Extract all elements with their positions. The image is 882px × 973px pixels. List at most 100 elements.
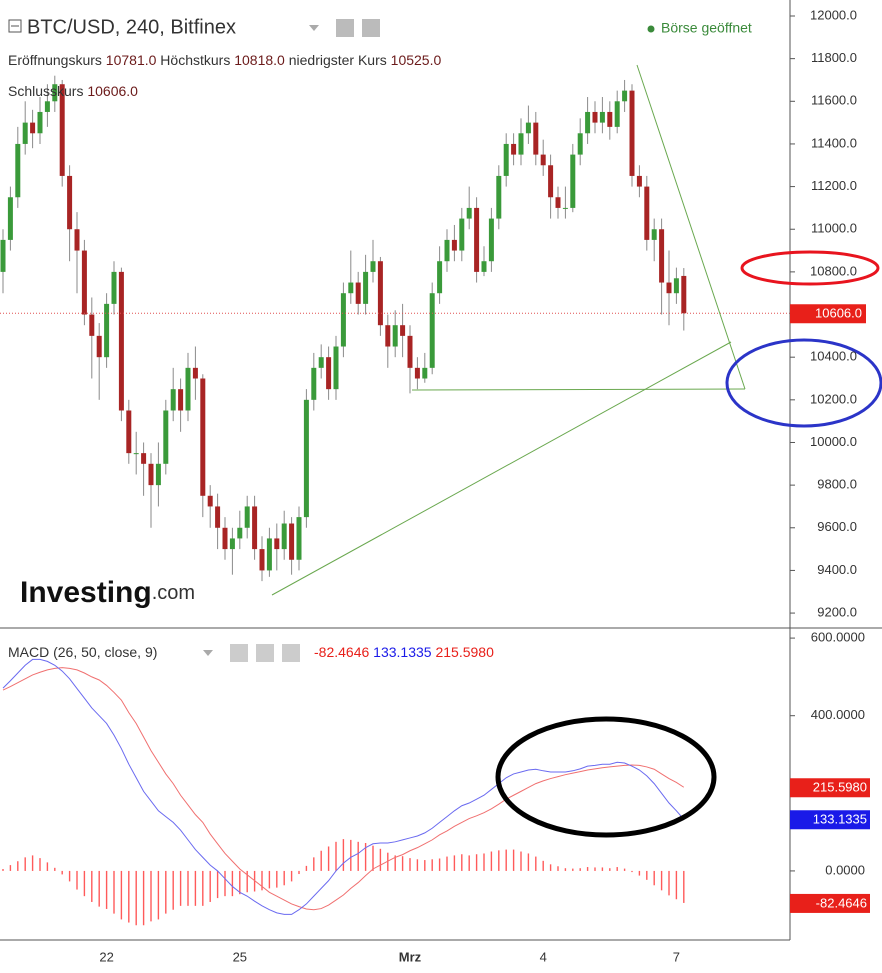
settings-icon[interactable] bbox=[336, 19, 354, 37]
dropdown-arrow[interactable] bbox=[309, 25, 319, 31]
candle-body bbox=[562, 207, 568, 209]
visibility-icon[interactable] bbox=[230, 644, 248, 662]
legend-value: 10781.0 bbox=[106, 52, 157, 68]
histogram-value-label: -82.4646 bbox=[816, 895, 867, 910]
legend-label: Schlusskurs bbox=[8, 83, 83, 99]
candle-body bbox=[629, 90, 635, 176]
candle-body bbox=[340, 293, 346, 347]
legend-label: Eröffnungskurs bbox=[8, 52, 102, 68]
candle-body bbox=[540, 154, 546, 166]
candle-body bbox=[52, 84, 58, 102]
y-tick-label: 9600.0 bbox=[817, 519, 857, 534]
blue-ellipse bbox=[725, 338, 882, 428]
candle-body bbox=[96, 335, 102, 358]
candle-body bbox=[644, 186, 650, 240]
candle-body bbox=[607, 111, 613, 127]
y-tick-label: 0.0000 bbox=[825, 862, 865, 877]
triangle-drawing bbox=[271, 64, 746, 596]
trend-line bbox=[636, 64, 746, 390]
dropdown-arrow[interactable] bbox=[203, 650, 213, 656]
candle-body bbox=[518, 133, 524, 155]
candle-body bbox=[474, 207, 480, 272]
candle-body bbox=[385, 325, 391, 347]
candle-body bbox=[651, 229, 657, 240]
candle-body bbox=[355, 282, 361, 304]
macd-value-box bbox=[790, 810, 870, 830]
settings-icon[interactable] bbox=[362, 19, 380, 37]
candle-body bbox=[148, 463, 154, 486]
settings-icon[interactable] bbox=[256, 644, 274, 662]
x-tick-label: 7 bbox=[673, 949, 680, 964]
candle-body bbox=[215, 506, 221, 528]
candle-body bbox=[592, 111, 598, 123]
candle-body bbox=[348, 282, 354, 294]
candle-body bbox=[89, 314, 95, 336]
candle-body bbox=[585, 111, 591, 134]
histogram-value: -82.4646 bbox=[314, 644, 369, 660]
signal-line bbox=[2, 667, 685, 911]
macd-legend: MACD (26, 50, close, 9) bbox=[8, 644, 157, 660]
candle-body bbox=[318, 357, 324, 368]
candle-body bbox=[37, 111, 43, 134]
y-tick-label: 11600.0 bbox=[811, 93, 857, 108]
candle-body bbox=[481, 261, 487, 272]
candle-body bbox=[636, 175, 642, 187]
candle-body bbox=[185, 367, 191, 411]
candle-body bbox=[296, 517, 302, 560]
candle-body bbox=[303, 399, 309, 518]
candle-body bbox=[192, 367, 198, 379]
candle-body bbox=[207, 495, 213, 507]
candle-body bbox=[104, 303, 110, 358]
last-price-box bbox=[790, 304, 866, 324]
signal-value-box bbox=[790, 778, 870, 798]
y-tick-label: 11000.0 bbox=[811, 221, 857, 236]
y-tick-label: 12000.0 bbox=[810, 7, 857, 22]
candle-body bbox=[81, 250, 87, 315]
y-tick-label: 9400.0 bbox=[817, 562, 857, 577]
candle-body bbox=[126, 410, 132, 454]
status-dot bbox=[647, 25, 655, 33]
candle-body bbox=[422, 367, 428, 379]
macd-values: -82.4646 133.1335 215.5980 bbox=[314, 644, 494, 660]
last-price-label: 10606.0 bbox=[815, 306, 862, 321]
legend-value: 10606.0 bbox=[87, 83, 138, 99]
candle-body bbox=[459, 218, 465, 251]
candle-body bbox=[555, 197, 561, 208]
y-tick-label: 11200.0 bbox=[811, 178, 857, 193]
candle-body bbox=[577, 133, 583, 155]
candle-body bbox=[170, 389, 176, 411]
candle-body bbox=[599, 111, 605, 123]
close-icon[interactable] bbox=[282, 644, 300, 662]
candle-body bbox=[222, 527, 228, 550]
y-tick-label: 400.0000 bbox=[811, 707, 865, 722]
candle-body bbox=[252, 506, 258, 550]
y-tick-label: 9800.0 bbox=[817, 477, 857, 492]
y-tick-label: 10200.0 bbox=[810, 391, 857, 406]
logo: Investing.com bbox=[20, 576, 195, 609]
candle-body bbox=[614, 101, 620, 127]
candle-body bbox=[133, 453, 139, 455]
candle-body bbox=[237, 527, 243, 539]
candle-body bbox=[0, 239, 6, 272]
candle-body bbox=[681, 275, 687, 314]
candle-body bbox=[444, 239, 450, 262]
macd-value-label: 133.1335 bbox=[813, 812, 867, 827]
candle-body bbox=[7, 197, 13, 240]
candle-body bbox=[259, 549, 265, 571]
candle-body bbox=[67, 175, 73, 230]
x-tick-label: Mrz bbox=[399, 949, 422, 964]
y-tick-label: 11400.0 bbox=[811, 135, 857, 150]
collapse-icon[interactable] bbox=[8, 19, 22, 33]
candle-body bbox=[281, 523, 287, 550]
logo-main: Investing bbox=[20, 576, 152, 609]
candle-body bbox=[414, 367, 420, 379]
candle-body bbox=[511, 143, 517, 155]
candle-body bbox=[229, 538, 235, 550]
candle-body bbox=[363, 271, 369, 304]
candle-body bbox=[533, 122, 539, 155]
black-ellipse bbox=[495, 716, 717, 838]
ohlc-legend: Schlusskurs 10606.0 bbox=[8, 83, 138, 99]
